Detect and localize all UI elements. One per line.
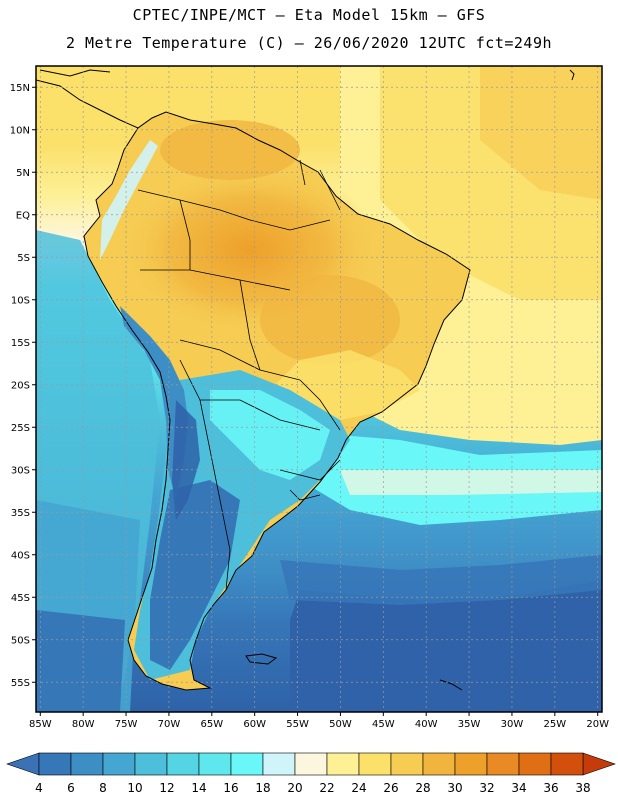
- lon-tick-label: 40W: [415, 719, 438, 730]
- colorbar-swatch: [423, 753, 455, 775]
- lon-tick-label: 35W: [458, 719, 481, 730]
- colorbar-swatch: [39, 753, 71, 775]
- lon-tick-label: 55W: [286, 719, 309, 730]
- lat-tick-label: 20S: [11, 380, 30, 391]
- lon-tick-label: 45W: [372, 719, 395, 730]
- lon-tick-label: 80W: [72, 719, 95, 730]
- lon-tick-label: 25W: [544, 719, 567, 730]
- colorbar-swatch: [263, 753, 295, 775]
- lat-tick-label: EQ: [16, 210, 30, 221]
- lat-tick-label: 15S: [11, 338, 30, 349]
- colorbar-swatch: [455, 753, 487, 775]
- lon-tick-label: 60W: [243, 719, 266, 730]
- lon-tick-label: 85W: [29, 719, 52, 730]
- lat-tick-label: 5S: [17, 253, 30, 264]
- lat-tick-label: 45S: [11, 593, 30, 604]
- colorbar-label: 32: [479, 781, 494, 795]
- temperature-field: [36, 66, 602, 712]
- lat-tick-label: 30S: [11, 465, 30, 476]
- lat-tick-label: 40S: [11, 550, 30, 561]
- map-figure: 15N 10N 5N EQ 5S 10S 15S 20S 25S 30S 35S 40S 45S 50S 5…: [0, 0, 618, 800]
- lon-tick-label: 75W: [115, 719, 138, 730]
- lat-tick-label: 5N: [16, 168, 30, 179]
- colorbar-swatch: [135, 753, 167, 775]
- colorbar-label: 34: [511, 781, 526, 795]
- lat-tick-label: 15N: [10, 83, 30, 94]
- colorbar-swatch: [231, 753, 263, 775]
- colorbar-swatch: [487, 753, 519, 775]
- lat-tick-label: 25S: [11, 423, 30, 434]
- colorbar-label: 12: [159, 781, 174, 795]
- colorbar-label: 26: [383, 781, 398, 795]
- colorbar-swatch: [103, 753, 135, 775]
- lat-tick-label: 35S: [11, 508, 30, 519]
- lat-tick-label: 55S: [11, 678, 30, 689]
- colorbar-label: 28: [415, 781, 430, 795]
- colorbar: 4 6 8 10 12 14 16 18 20 22 24 26 28 30 32 34 36 38: [7, 753, 615, 795]
- colorbar-swatch: [551, 753, 583, 775]
- colorbar-swatch: [295, 753, 327, 775]
- colorbar-swatch: [71, 753, 103, 775]
- colorbar-label: 10: [127, 781, 142, 795]
- lat-tick-label: 10N: [10, 125, 30, 136]
- colorbar-high-arrow: [583, 753, 615, 775]
- colorbar-swatch: [519, 753, 551, 775]
- colorbar-swatch: [167, 753, 199, 775]
- lon-tick-label: 50W: [329, 719, 352, 730]
- colorbar-label: 22: [319, 781, 334, 795]
- colorbar-swatch: [199, 753, 231, 775]
- lon-tick-label: 30W: [501, 719, 524, 730]
- lat-tick-label: 50S: [11, 635, 30, 646]
- colorbar-label: 4: [35, 781, 43, 795]
- lon-tick-label: 65W: [200, 719, 223, 730]
- colorbar-label: 18: [255, 781, 270, 795]
- far-south-pacific-field: [36, 610, 125, 712]
- colorbar-swatch: [391, 753, 423, 775]
- colorbar-label: 6: [67, 781, 75, 795]
- colorbar-label: 14: [191, 781, 206, 795]
- colorbar-label: 8: [99, 781, 107, 795]
- colorbar-label: 36: [543, 781, 558, 795]
- subtropical-front: [340, 470, 602, 495]
- colorbar-label: 20: [287, 781, 302, 795]
- lat-tick-label: 10S: [11, 295, 30, 306]
- colorbar-label: 24: [351, 781, 366, 795]
- colorbar-label: 30: [447, 781, 462, 795]
- lon-tick-label: 20W: [586, 719, 609, 730]
- colorbar-swatch: [359, 753, 391, 775]
- colorbar-low-arrow: [7, 753, 39, 775]
- colorbar-label: 16: [223, 781, 238, 795]
- colorbar-swatch: [327, 753, 359, 775]
- lon-tick-label: 70W: [158, 719, 181, 730]
- colorbar-label: 38: [575, 781, 590, 795]
